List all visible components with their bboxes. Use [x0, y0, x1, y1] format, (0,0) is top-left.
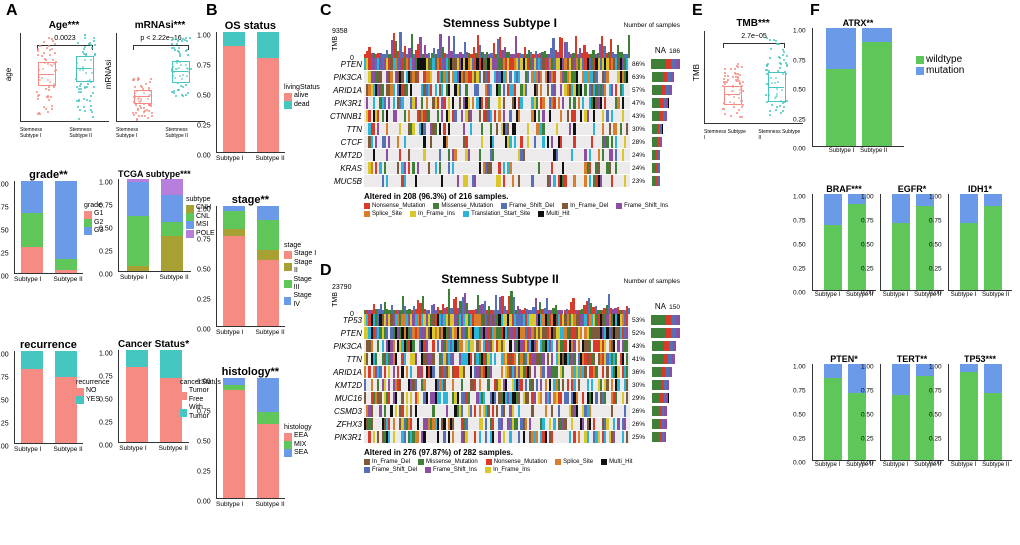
stage-bars: 0.000.250.500.751.00 [216, 206, 285, 327]
hist-chart: histology** 0.000.250.500.751.00 Subtype… [216, 366, 285, 508]
mrnasi-title: mRNAsi*** [116, 20, 204, 31]
column-a: Age*** 0.0023 Stemness Subtype I Stemnes… [8, 4, 203, 534]
column-cd: Stemness Subtype I9358TMB0NANumber of sa… [320, 4, 690, 534]
stage-legend: stageStage IStage IIStage IIIStage IV [284, 242, 318, 309]
hist-bars: 0.000.250.500.751.00 [216, 378, 285, 499]
mrnasi-scatter: p < 2.22e−16 [116, 33, 205, 122]
mrnasi-xlabels: Stemness Subtype I Stemness Subtype II [116, 127, 204, 139]
x-s2: Stemness Subtype II [758, 129, 802, 141]
tmb-pvalue: 2.7e−05 [705, 33, 803, 40]
mutation-panel-d: Stemness Subtype II23790TMB0NANumber of … [320, 272, 680, 473]
os-bars: 0.000.250.500.751.00 [216, 32, 285, 153]
stage-title: stage** [216, 194, 285, 206]
tcga-bars: 0.000.250.500.751.00 [118, 179, 191, 272]
age-ylabel: age [4, 68, 13, 81]
tcga-chart: TCGA subtype*** 0.000.250.500.751.00 Sub… [118, 169, 191, 281]
x-s2: Subtype II [159, 445, 188, 452]
grade-chart: grade** 0.000.250.500.751.00 Subtype I Su… [14, 169, 83, 283]
tmb-ylabel: TMB [692, 64, 701, 81]
x-s1: Subtype I [216, 501, 243, 508]
tcga-title: TCGA subtype*** [118, 169, 191, 179]
age-title: Age*** [20, 20, 108, 31]
rec-title: recurrence [14, 339, 83, 351]
x-s1: Subtype I [829, 148, 854, 154]
x-s1: Subtype I [119, 445, 146, 452]
f-grid: BRAF***0.000.250.500.751.00Subtype ISubt… [812, 184, 1012, 468]
mrnasi-ylabel: mRNAsi [104, 60, 113, 89]
x-s2: Subtype II [53, 276, 82, 283]
tmb-scatter: 2.7e−05 [704, 31, 803, 124]
mrnasi-plot: mRNAsi*** p < 2.22e−16 Stemness Subtype … [116, 20, 204, 139]
tmb-title: TMB*** [704, 18, 802, 29]
x-s2: Subtype II [159, 274, 188, 281]
f-legend-mutation: mutation [916, 65, 964, 76]
hist-legend: histologyEEAMIXSEA [284, 424, 312, 458]
xlbl-s2: Stemness Subtype II [69, 127, 108, 139]
os-legend: livingStatusalivedead [284, 84, 320, 109]
hist-title: histology** [216, 366, 285, 378]
f-legend-mutation-label: mutation [926, 65, 964, 76]
rec-bars: 0.000.250.500.751.00 [14, 351, 83, 444]
cs-title: Cancer Status* [118, 339, 189, 350]
grade-title: grade** [14, 169, 83, 181]
mrnasi-pvalue: p < 2.22e−16 [117, 35, 205, 42]
xlbl-s1: Stemness Subtype I [20, 127, 57, 139]
f-atrx-bars: 0.000.250.500.751.00 [812, 28, 904, 147]
cancerstatus-chart: Cancer Status* 0.000.250.500.751.00 Subt… [118, 339, 189, 452]
column-f: ATRX** 0.000.250.500.751.00 Subtype I Sub… [812, 4, 1012, 534]
x-s1: Subtype I [216, 329, 243, 336]
f-atrx: ATRX** 0.000.250.500.751.00 Subtype I Sub… [812, 18, 904, 154]
f-atrx-title: ATRX** [812, 18, 904, 28]
mutation-panel-c: Stemness Subtype I9358TMB0NANumber of sa… [320, 16, 680, 217]
grade-bars: 0.000.250.500.751.00 [14, 181, 83, 274]
x-s2: Subtype II [53, 446, 82, 453]
x-s1: Subtype I [14, 276, 41, 283]
x-s1: Subtype I [216, 155, 243, 162]
f-legend-wildtype-label: wildtype [926, 54, 962, 65]
recurrence-chart: recurrence 0.000.250.500.751.00 Subtype … [14, 339, 83, 453]
x-s1: Subtype I [120, 274, 147, 281]
cs-bars: 0.000.250.500.751.00 [118, 350, 189, 443]
age-scatter: 0.0023 [20, 33, 109, 122]
x-s1: Subtype I [14, 446, 41, 453]
x-s2: Subtype II [860, 148, 887, 154]
age-plot: Age*** 0.0023 Stemness Subtype I Stemnes… [20, 20, 108, 139]
tmb-plot: TMB*** 2.7e−05 Stemness Subtype I Stemnes… [704, 18, 802, 141]
f-legend-wildtype: wildtype [916, 54, 964, 65]
x-s1: Stemness Subtype I [704, 129, 746, 141]
xlbl-s1: Stemness Subtype I [116, 127, 153, 139]
column-e: TMB*** 2.7e−05 Stemness Subtype IStemnes… [694, 4, 806, 134]
age-pvalue: 0.0023 [21, 35, 109, 42]
age-xlabels: Stemness Subtype I Stemness Subtype II [20, 127, 108, 139]
stage-chart: stage** 0.000.250.500.751.00 Subtype I Su… [216, 194, 285, 336]
x-s2: Subtype II [255, 501, 284, 508]
os-chart: OS status 0.000.250.500.751.00 Subtype I… [216, 20, 285, 162]
f-legend: wildtype mutation [916, 54, 964, 76]
x-s2: Subtype II [255, 329, 284, 336]
os-title: OS status [216, 20, 285, 32]
column-b: OS status 0.000.250.500.751.00 Subtype I… [208, 4, 318, 534]
x-s2: Subtype II [255, 155, 284, 162]
